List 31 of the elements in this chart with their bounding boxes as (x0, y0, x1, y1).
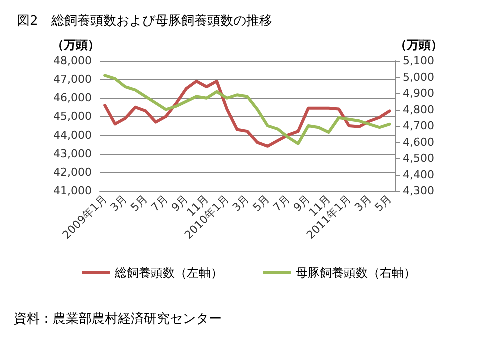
text: 資料：農業部農村経済研究センター (14, 311, 222, 327)
y-tick-label: 48,000 (54, 54, 92, 68)
legend-label: 母豚飼養頭数（右軸） (296, 266, 416, 280)
y2-tick-label: 4,900 (403, 87, 434, 100)
chart-title: 図2 総飼養頭数および母豚飼養頭数の推移 (17, 14, 272, 29)
y-tick-label: 43,000 (54, 147, 92, 160)
legend-label: 総飼養頭数（左軸） (114, 266, 223, 280)
y-tick-label: 42,000 (54, 166, 92, 179)
x-tick-label: 7月 (270, 192, 293, 214)
x-tick-label: 3月 (108, 192, 130, 214)
y2-tick-label: 4,300 (403, 184, 434, 198)
x-tick-label: 5月 (372, 192, 395, 214)
x-tick-label: 5月 (250, 192, 272, 214)
y-tick-label: 44,000 (54, 128, 92, 142)
x-tick-label: 3月 (352, 192, 374, 214)
x-tick-label: 3月 (230, 192, 252, 214)
y2-tick-label: 5,000 (403, 70, 434, 84)
y2-axis-title: （万頭） (395, 38, 443, 52)
y-tick-label: 45,000 (54, 110, 92, 124)
y2-tick-label: 5,100 (403, 54, 434, 68)
x-tick-label: 5月 (128, 192, 150, 214)
y2-tick-label: 4,600 (403, 136, 434, 149)
y2-tick-label: 4,700 (403, 120, 434, 132)
y-tick-label: 41,000 (54, 184, 92, 198)
y-tick-label: 47,000 (54, 73, 92, 86)
y-axis-title: （万頭） (52, 38, 100, 52)
y2-tick-label: 4,800 (403, 103, 434, 116)
x-tick-label: 7月 (148, 192, 171, 214)
y-tick-label: 46,000 (54, 92, 92, 105)
y2-tick-label: 4,400 (403, 168, 434, 182)
y2-tick-label: 4,500 (403, 152, 434, 165)
